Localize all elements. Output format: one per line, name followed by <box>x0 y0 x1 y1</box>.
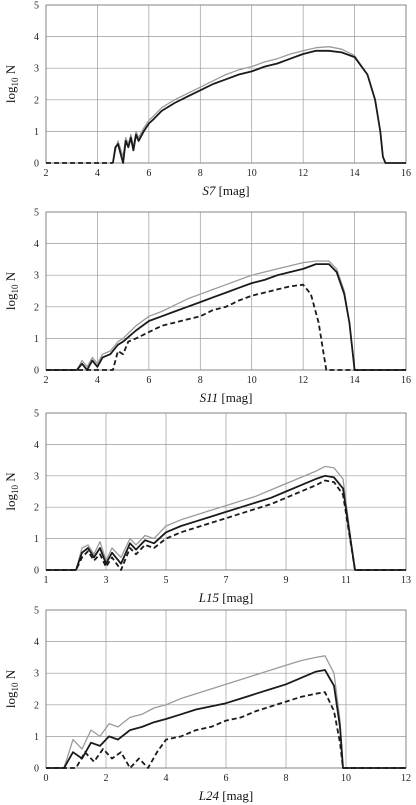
x-tick-label: 16 <box>401 168 411 179</box>
series-line-solid-black <box>46 474 406 571</box>
x-tick-label: 5 <box>164 575 169 586</box>
series-line-dashed-black <box>46 479 406 571</box>
plot-frame <box>45 211 407 371</box>
y-tick-label: 3 <box>34 669 39 680</box>
series-line-solid-black <box>46 669 406 769</box>
x-tick-label: 8 <box>284 773 289 784</box>
y-tick-label: 2 <box>34 700 39 711</box>
x-tick-label: 6 <box>146 375 151 386</box>
x-tick-label: 10 <box>341 773 351 784</box>
y-tick-label: 2 <box>34 302 39 313</box>
y-tick-label: 1 <box>34 732 39 743</box>
x-tick-label: 10 <box>247 168 257 179</box>
y-tick-label: 0 <box>34 764 39 775</box>
x-tick-label: 6 <box>146 168 151 179</box>
y-tick-label: 5 <box>34 1 39 12</box>
y-tick-label: 0 <box>34 566 39 577</box>
y-tick-label: 1 <box>34 534 39 545</box>
x-axis-label: S11 [mag] <box>200 390 253 405</box>
y-tick-label: 0 <box>34 159 39 170</box>
series-line-solid-gray <box>112 46 406 164</box>
series-line-solid-gray <box>46 465 406 571</box>
x-tick-label: 13 <box>401 575 411 586</box>
x-tick-label: 8 <box>198 375 203 386</box>
x-tick-label: 2 <box>104 773 109 784</box>
y-tick-label: 1 <box>34 334 39 345</box>
y-tick-label: 0 <box>34 366 39 377</box>
series-line-dashed-black <box>46 691 406 769</box>
x-tick-label: 4 <box>95 375 100 386</box>
plot-frame <box>45 412 407 571</box>
y-tick-label: 3 <box>34 64 39 75</box>
x-tick-label: 7 <box>224 575 229 586</box>
x-tick-label: 6 <box>224 773 229 784</box>
y-tick-label: 4 <box>34 239 39 250</box>
y-tick-label: 5 <box>34 208 39 219</box>
y-tick-label: 4 <box>34 32 39 43</box>
x-tick-label: 8 <box>198 168 203 179</box>
y-tick-label: 2 <box>34 503 39 514</box>
x-tick-label: 14 <box>350 168 360 179</box>
y-tick-label: 4 <box>34 440 39 451</box>
x-tick-label: 16 <box>401 375 411 386</box>
series-line-solid-gray <box>46 260 406 371</box>
y-tick-label: 2 <box>34 95 39 106</box>
x-tick-label: 0 <box>44 773 49 784</box>
x-tick-label: 14 <box>350 375 360 386</box>
x-tick-label: 10 <box>247 375 257 386</box>
x-tick-label: 1 <box>44 575 49 586</box>
series-line-dashed-black <box>46 283 406 371</box>
x-tick-label: 4 <box>164 773 169 784</box>
y-axis-label: log10 N <box>3 64 20 103</box>
x-axis-label: S7 [mag] <box>202 183 249 198</box>
y-tick-label: 4 <box>34 637 39 648</box>
x-tick-label: 3 <box>104 575 109 586</box>
x-tick-label: 4 <box>95 168 100 179</box>
x-tick-label: 2 <box>44 168 49 179</box>
x-tick-label: 12 <box>401 773 411 784</box>
x-axis-label: L15 [mag] <box>198 590 254 605</box>
x-tick-label: 12 <box>298 168 308 179</box>
x-tick-label: 2 <box>44 375 49 386</box>
series-line-solid-black <box>112 49 406 164</box>
series-line-solid-gray <box>46 655 406 769</box>
y-axis-label: log10 N <box>3 271 20 310</box>
series-line-solid-black <box>46 263 406 371</box>
y-axis-label: log10 N <box>3 669 20 708</box>
x-axis-label: L24 [mag] <box>198 788 254 803</box>
x-tick-label: 12 <box>298 375 308 386</box>
plot-frame <box>45 609 407 769</box>
y-axis-label: log10 N <box>3 472 20 511</box>
y-tick-label: 5 <box>34 409 39 420</box>
y-tick-label: 1 <box>34 127 39 138</box>
y-tick-label: 3 <box>34 471 39 482</box>
plot-frame <box>45 4 407 164</box>
y-tick-label: 3 <box>34 271 39 282</box>
x-tick-label: 9 <box>284 575 289 586</box>
y-tick-label: 5 <box>34 606 39 617</box>
x-tick-label: 11 <box>341 575 351 586</box>
